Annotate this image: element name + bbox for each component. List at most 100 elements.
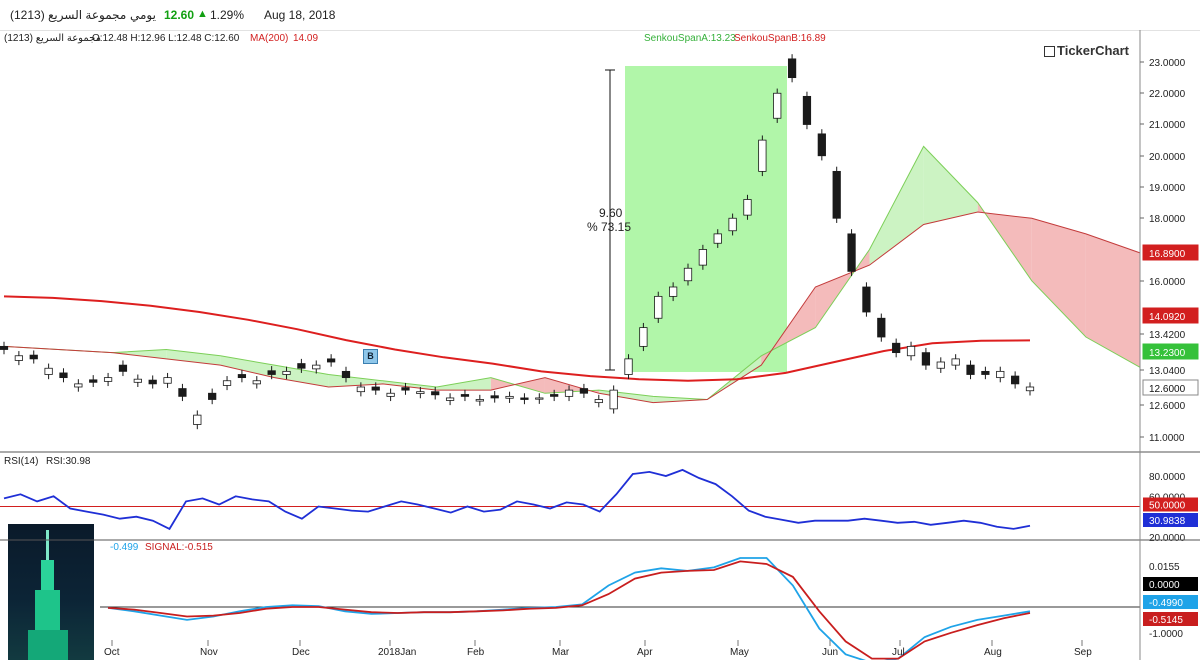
ichimoku-cloud-segment (58, 349, 113, 353)
header-bar: مجموعة السريع (1213) يومي 12.60 ▲ 1.29% … (0, 0, 1200, 31)
measure-change-percent: % 73.15 (587, 220, 632, 234)
candle-body (862, 286, 871, 313)
last-price: 12.60 (164, 8, 195, 22)
ichimoku-cloud-segment (274, 365, 329, 387)
candle-body (282, 370, 291, 375)
candle-body (356, 386, 365, 393)
ichimoku-cloud-segment (220, 355, 275, 378)
candle-body (713, 233, 722, 244)
candle-body (787, 58, 797, 79)
x-axis-label: Nov (200, 647, 218, 658)
price-axis-label: 13.4200 (1149, 330, 1186, 341)
ichimoku-cloud-segment (707, 355, 762, 400)
price-axis-label: 16.0000 (1149, 277, 1186, 288)
candle-body (802, 95, 812, 125)
price-tag (1142, 343, 1199, 360)
ichimoku-cloud-segment (1085, 233, 1140, 368)
period-label[interactable]: يومي (130, 8, 156, 22)
rally-highlight-zone (625, 66, 787, 372)
macd-axis-label: -1.0000 (1149, 629, 1183, 640)
senkou-span-a-label: SenkouSpanA:13.23 (644, 33, 736, 44)
candle-body (386, 392, 395, 397)
price-axis-label: 13.0400 (1149, 366, 1186, 377)
measure-change-value: 9.60 (599, 206, 623, 220)
price-axis-label: 18.0000 (1149, 214, 1186, 225)
candle-body (906, 345, 916, 357)
x-axis-label: Jul (892, 647, 905, 658)
ichimoku-cloud-segment (815, 249, 870, 328)
candle-body (624, 358, 633, 375)
ma-label: MA(200) (250, 33, 289, 44)
ichimoku-cloud-segment (1031, 218, 1086, 337)
senkou-span-a-line (3, 145, 1141, 401)
ichimoku-cloud-segment (4, 346, 59, 350)
rsi-axis-label: 20.0000 (1149, 533, 1186, 544)
candle-body (579, 388, 589, 394)
ichimoku-cloud-segment (166, 349, 221, 366)
rsi-label: RSI(14) (4, 456, 39, 467)
rsi-line (3, 468, 1031, 531)
candle-body (877, 317, 886, 338)
ichimoku-cloud-segment (923, 146, 978, 225)
ichimoku-cloud-segment (328, 374, 383, 387)
candle-body (847, 233, 856, 272)
candle-body (535, 397, 544, 400)
x-axis-label: Oct (104, 647, 120, 658)
symbol-name[interactable]: مجموعة السريع (1213) (10, 8, 127, 22)
candle-body (222, 380, 232, 386)
candle-body (609, 389, 618, 410)
macd-axis-label: 0.0155 (1149, 562, 1180, 573)
price-axis-label: 23.0000 (1149, 58, 1186, 69)
candle-body (89, 379, 98, 383)
candle-body (921, 352, 931, 366)
ma-value: 14.09 (293, 33, 319, 44)
candle-body (654, 295, 663, 319)
senkou-span-b-label: SenkouSpanB:16.89 (734, 33, 826, 44)
rsi-value: RSI:30.98 (46, 456, 91, 467)
x-axis-label: Feb (467, 647, 485, 658)
candle-body (1011, 375, 1020, 385)
rsi-tag-label: 50.0000 (1149, 501, 1186, 512)
x-axis-label: Sep (1074, 647, 1092, 658)
ichimoku-cloud-segment (653, 396, 708, 403)
candle-body (29, 354, 38, 360)
candle-body (460, 394, 470, 397)
candle-body (371, 386, 380, 391)
candle-body (683, 267, 693, 282)
macd-tag (1143, 612, 1198, 626)
header-date: Aug 18, 2018 (264, 8, 336, 22)
candle-body (193, 414, 202, 425)
candle-body (14, 355, 23, 361)
candle-body (312, 364, 321, 370)
rsi-tag (1143, 497, 1198, 512)
candle-body (237, 374, 247, 379)
ichimoku-cloud-segment (544, 377, 600, 394)
candle-body (564, 389, 574, 397)
x-axis-label: Jun (822, 647, 838, 658)
candle-body (936, 361, 945, 369)
ichimoku-cloud-segment (436, 377, 491, 391)
macd-line (107, 557, 1031, 660)
rsi-axis-label: 80.0000 (1149, 472, 1186, 483)
macd-tag (1143, 577, 1198, 591)
candle-body (728, 217, 737, 232)
candle-body (981, 370, 990, 375)
ma200-line (3, 295, 1031, 382)
candle-body (892, 342, 901, 354)
ichimoku-cloud-segment (112, 349, 167, 359)
candle-body (951, 358, 960, 366)
candle-body (996, 370, 1005, 379)
up-arrow-icon: ▲ (197, 8, 208, 20)
x-axis-label: 2018Jan (378, 647, 416, 658)
tower-thumbnail-image (8, 524, 94, 660)
candle-body (327, 358, 336, 363)
candle-body (445, 397, 455, 401)
brand-logo-icon (1044, 46, 1055, 57)
buy-signal-marker[interactable]: B (363, 349, 378, 364)
candle-body (639, 327, 648, 347)
candle-body (267, 370, 276, 375)
candle-body (698, 249, 707, 266)
signal-value: SIGNAL:-0.515 (145, 542, 213, 553)
candle-body (817, 133, 826, 157)
